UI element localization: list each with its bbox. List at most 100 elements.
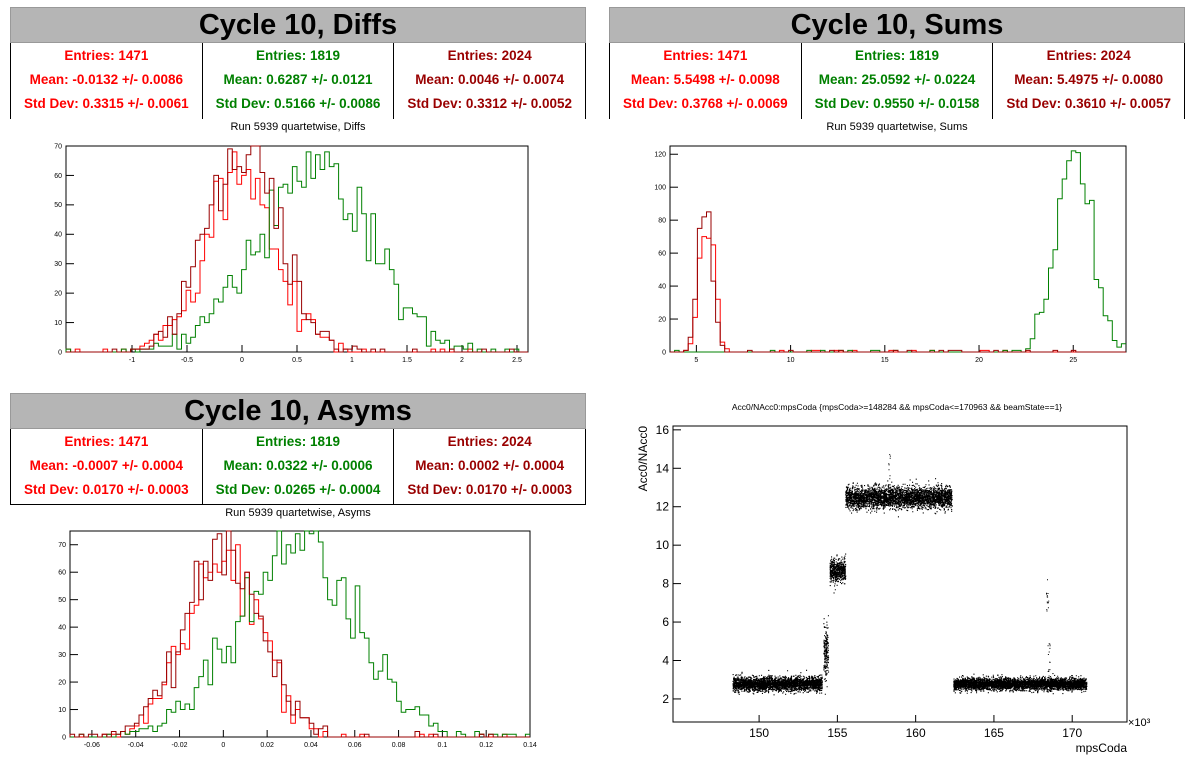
stat-std: Std Dev: 0.3610 +/- 0.0057 <box>1006 96 1172 111</box>
sums-xtick-label: 25 <box>1069 357 1077 364</box>
stat-std: Std Dev: 0.0170 +/- 0.0003 <box>407 482 573 497</box>
asyms-xtick-label: 0.02 <box>260 742 274 749</box>
stat-entries: Entries: 1471 <box>64 434 149 449</box>
sums-xtick-label: 5 <box>694 357 698 364</box>
asyms-xtick-label: 0.08 <box>392 742 406 749</box>
stat-mean: Mean: -0.0132 +/- 0.0086 <box>29 72 184 87</box>
stat-mean: Mean: 0.0002 +/- 0.0004 <box>415 458 565 473</box>
sums-ytick-label: 0 <box>662 349 666 356</box>
scatter-xtick-label: 170 <box>1062 726 1082 740</box>
sums-stats-darkred: Entries: 2024 Mean: 5.4975 +/- 0.0080 St… <box>993 43 1184 119</box>
scatter-xlabel: mpsCoda <box>1076 741 1128 755</box>
sums-xtick-label: 10 <box>787 357 795 364</box>
scatter-ytick-label: 4 <box>662 653 669 667</box>
scatter-ytick-label: 2 <box>662 692 669 706</box>
diffs-histogram-series-2 <box>66 145 528 353</box>
asyms-ytick-label: 70 <box>58 542 66 549</box>
asyms-title: Cycle 10, Asyms <box>10 393 586 429</box>
diffs-histogram-series-0 <box>65 151 528 353</box>
sums-ytick-label: 100 <box>654 185 666 192</box>
asyms-xtick-label: -0.02 <box>172 742 188 749</box>
scatter-x-multiplier: ×10³ <box>1128 717 1151 729</box>
asyms-ytick-label: 0 <box>62 734 66 741</box>
diffs-ytick-label: 20 <box>54 290 62 297</box>
diffs-stats-darkred: Entries: 2024 Mean: 0.0046 +/- 0.0074 St… <box>394 43 585 119</box>
asyms-histogram-series-0 <box>70 544 530 738</box>
asyms-ytick-label: 30 <box>58 652 66 659</box>
stat-std: Std Dev: 0.3312 +/- 0.0052 <box>407 96 573 111</box>
asyms-subtitle: Run 5939 quartetwise, Asyms <box>225 507 371 519</box>
diffs-title: Cycle 10, Diffs <box>10 7 586 43</box>
diffs-histogram-series-1 <box>65 151 528 353</box>
stat-std: Std Dev: 0.9550 +/- 0.0158 <box>814 96 980 111</box>
stat-std: Std Dev: 0.0170 +/- 0.0003 <box>23 482 189 497</box>
asyms-xtick-label: 0.12 <box>479 742 493 749</box>
sums-ytick-label: 40 <box>658 283 666 290</box>
diffs-xtick-label: 1.5 <box>402 357 412 364</box>
asyms-ytick-label: 20 <box>58 679 66 686</box>
asyms-xtick-label: -0.04 <box>128 742 144 749</box>
asyms-stats-box: Entries: 1471 Mean: -0.0007 +/- 0.0004 S… <box>10 429 586 505</box>
scatter-ylabel: Acc0/NAcc0 <box>636 426 650 492</box>
asyms-xtick-label: 0.14 <box>523 742 537 749</box>
diffs-xtick-label: 1 <box>350 357 354 364</box>
sums-ytick-label: 60 <box>658 250 666 257</box>
stat-entries: Entries: 1819 <box>255 434 341 449</box>
diffs-ytick-label: 60 <box>54 173 62 180</box>
sums-ytick-label: 20 <box>658 316 666 323</box>
scatter-title: Acc0/NAcc0:mpsCoda {mpsCoda>=148284 && m… <box>731 402 1063 412</box>
asyms-xtick-label: 0.04 <box>304 742 318 749</box>
stat-std: Std Dev: 0.5166 +/- 0.0086 <box>215 96 381 111</box>
sums-axes: 5 10 15 20 25 0 20 40 60 80 100 120 <box>654 145 1127 364</box>
asyms-xtick-label: 0.1 <box>438 742 448 749</box>
scatter-ytick-label: 10 <box>656 538 670 552</box>
scatter-frame <box>672 425 1128 723</box>
stat-entries: Entries: 2024 <box>447 48 532 63</box>
diffs-axes: -1 -0.5 0 0.5 1 1.5 2 2.5 0 10 20 30 40 50 60 70 <box>54 143 529 364</box>
stat-entries: Entries: 1471 <box>663 48 748 63</box>
asyms-ytick-label: 10 <box>58 707 66 714</box>
scatter-ytick-label: 14 <box>656 461 670 475</box>
asyms-ytick-label: 50 <box>58 597 66 604</box>
stat-mean: Mean: 0.6287 +/- 0.0121 <box>223 72 373 87</box>
diffs-ytick-label: 70 <box>54 143 62 150</box>
diffs-xtick-label: -0.5 <box>181 357 193 364</box>
asyms-histogram-series-2 <box>69 530 530 738</box>
diffs-subtitle: Run 5939 quartetwise, Diffs <box>230 121 366 133</box>
scatter-ytick-label: 16 <box>656 423 670 437</box>
stat-mean: Mean: -0.0007 +/- 0.0004 <box>29 458 184 473</box>
asyms-frame <box>69 530 531 738</box>
stat-entries: Entries: 2024 <box>447 434 532 449</box>
sums-histogram-series-2 <box>670 211 1126 353</box>
asyms-xtick-label: 0.06 <box>348 742 362 749</box>
scatter-xtick-label: 155 <box>827 726 847 740</box>
scatter-xtick-label: 150 <box>749 726 769 740</box>
stat-std: Std Dev: 0.3315 +/- 0.0061 <box>23 96 189 111</box>
asyms-stats-green: Entries: 1819 Mean: 0.0322 +/- 0.0006 St… <box>203 429 395 504</box>
stat-mean: Mean: 0.0046 +/- 0.0074 <box>415 72 565 87</box>
asyms-histogram-series-1 <box>70 530 530 738</box>
sums-histogram-series-1 <box>670 150 1126 353</box>
diffs-stats-green: Entries: 1819 Mean: 0.6287 +/- 0.0121 St… <box>203 43 395 119</box>
diffs-xtick-label: 2.5 <box>512 357 522 364</box>
diffs-xtick-label: 0.5 <box>292 357 302 364</box>
stat-entries: Entries: 1819 <box>255 48 341 63</box>
sums-histogram-series-0 <box>670 236 1126 353</box>
sums-ytick-label: 80 <box>658 217 666 224</box>
diffs-ytick-label: 30 <box>54 261 62 268</box>
diffs-ytick-label: 0 <box>58 349 62 356</box>
diffs-xtick-label: 0 <box>240 357 244 364</box>
scatter-axes: 150 155 160 165 170 2 4 6 8 10 12 14 16 <box>656 423 1128 740</box>
scatter-xtick-label: 165 <box>984 726 1004 740</box>
sums-xtick-label: 15 <box>881 357 889 364</box>
sums-subtitle: Run 5939 quartetwise, Sums <box>826 121 968 133</box>
stat-mean: Mean: 5.5498 +/- 0.0098 <box>630 72 780 87</box>
asyms-ytick-label: 40 <box>58 624 66 631</box>
scatter-xtick-label: 160 <box>906 726 926 740</box>
stat-mean: Mean: 25.0592 +/- 0.0224 <box>818 72 976 87</box>
asyms-stats-darkred: Entries: 2024 Mean: 0.0002 +/- 0.0004 St… <box>394 429 585 504</box>
scatter-ytick-label: 6 <box>662 615 669 629</box>
diffs-xtick-label: 2 <box>460 357 464 364</box>
sums-title: Cycle 10, Sums <box>609 7 1185 43</box>
